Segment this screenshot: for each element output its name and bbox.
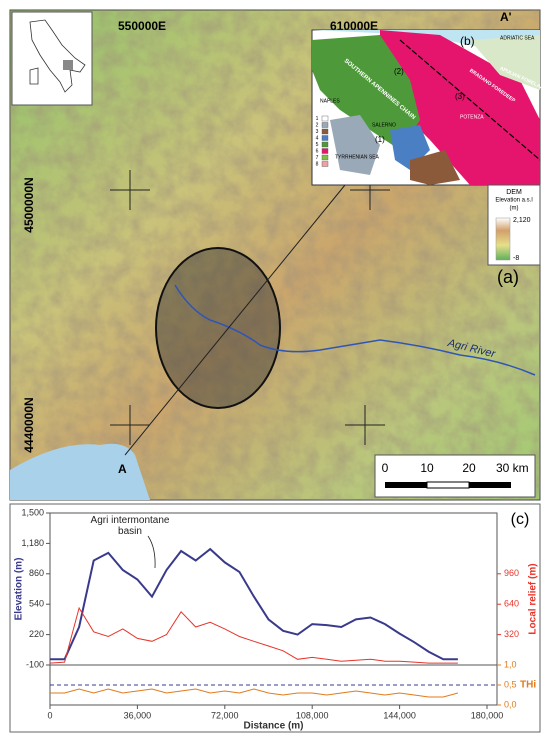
legend-number: 6 <box>316 148 319 154</box>
x-tick-label: 0 <box>47 710 52 720</box>
legend-swatch <box>321 135 329 141</box>
legend-max: 2,120 <box>513 217 531 224</box>
legend-swatch <box>321 122 329 128</box>
map-panel: 550000E 610000E 4500000N 4440000N A A' A… <box>9 9 548 501</box>
profile-end: A' <box>500 10 512 24</box>
chart-panel <box>9 503 541 733</box>
legend-unit: (m) <box>510 206 519 212</box>
inset-panel-label: (b) <box>460 34 475 48</box>
x-tick-label: 72,000 <box>211 710 239 720</box>
inset-label: NAPLES <box>320 98 340 104</box>
legend-number: 2 <box>316 122 319 128</box>
legend-swatch <box>321 154 329 161</box>
x-tick-label: 180,000 <box>471 710 504 720</box>
legend-number: 8 <box>316 161 319 167</box>
basin-ellipse <box>155 247 281 409</box>
scale-segment <box>426 481 470 489</box>
y2-tick-label: 960 <box>504 568 519 578</box>
x-tick-label: 36,000 <box>124 710 152 720</box>
series-line <box>50 688 459 698</box>
scale-segment <box>469 482 511 488</box>
y-tick-label: 540 <box>29 599 44 609</box>
y-tick-label: 1,500 <box>21 507 44 517</box>
legend-number: 1 <box>316 116 319 122</box>
inset-label: (2) <box>394 67 404 76</box>
river <box>174 284 536 376</box>
scale-segment <box>385 482 427 488</box>
panel-label: (a) <box>497 267 519 287</box>
geology-inset <box>311 29 541 186</box>
y2-axis-label: Local relief (m) <box>528 563 539 634</box>
northing-label: 4500000N <box>22 177 36 232</box>
y-tick-label: 220 <box>29 629 44 639</box>
legend-swatch <box>321 115 329 122</box>
y3-tick-label: 1,0 <box>504 659 517 669</box>
legend-swatch <box>321 148 329 154</box>
y2-tick-label: 320 <box>504 629 519 639</box>
study-area-box <box>63 60 73 70</box>
x-tick-label: 108,000 <box>296 710 329 720</box>
legend-swatch <box>321 141 329 148</box>
y-tick-label: 1,180 <box>21 538 44 548</box>
y2-tick-label: 640 <box>504 599 519 609</box>
y3-axis-label: THi <box>520 680 536 691</box>
annotation-arrow <box>147 535 156 569</box>
legend-number: 4 <box>316 135 319 141</box>
x-tick-label: 144,000 <box>383 710 416 720</box>
inset-label: ADRIATIC SEA <box>500 35 535 41</box>
color-bar <box>495 217 511 261</box>
series-line <box>50 547 458 661</box>
profile-line <box>124 184 346 456</box>
x-axis-label: Distance (m) <box>243 721 303 732</box>
legend-title: DEM <box>506 189 522 196</box>
y3-tick-label: 0,0 <box>504 699 517 709</box>
inset-label: (1) <box>375 135 385 144</box>
inset-label: TYRRHENIAN SEA <box>335 154 380 160</box>
profile-chart: 0 36,000 72,000 108,000 144,000 180,000 -100 22… <box>14 507 539 731</box>
inset-label: SALERNO <box>372 122 396 128</box>
legend-swatch <box>321 161 329 167</box>
series-line <box>49 606 458 664</box>
y-tick-label: 860 <box>29 568 44 578</box>
grid-crosses <box>110 170 390 445</box>
inset-label: (3) <box>455 92 465 101</box>
easting-label: 550000E <box>118 19 166 33</box>
profile-end: A <box>118 462 127 476</box>
plot-frame <box>49 512 498 706</box>
scale-label: 0 <box>382 461 389 475</box>
legend-number: 3 <box>316 129 319 135</box>
y-axis-label: Elevation (m) <box>14 558 25 621</box>
sea <box>10 443 150 500</box>
legend-number: 5 <box>316 142 319 148</box>
scale-label: 20 <box>462 461 476 475</box>
legend-swatch <box>321 128 329 135</box>
northing-label: 4440000N <box>22 397 36 452</box>
panel-label: (c) <box>511 511 530 528</box>
legend-number: 7 <box>316 155 319 161</box>
y3-tick-label: 0,5 <box>504 679 517 689</box>
legend-min: -8 <box>513 255 519 262</box>
legend-subtitle: Elevation a.s.l <box>495 198 532 204</box>
scale-box <box>374 454 536 498</box>
scale-label: 30 km <box>496 461 529 475</box>
y-tick-label: -100 <box>26 659 44 669</box>
annotation: Agri intermontane basin <box>91 515 170 537</box>
inset-label: POTENZA <box>460 114 484 120</box>
scale-label: 10 <box>420 461 434 475</box>
